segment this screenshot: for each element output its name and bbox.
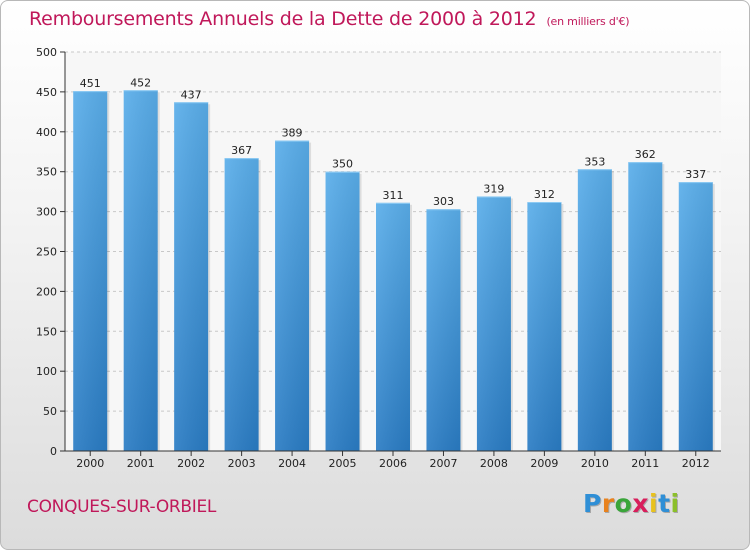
- x-tick-label: 2004: [278, 457, 306, 470]
- logo-letter: o: [614, 489, 633, 518]
- data-label: 303: [433, 195, 454, 208]
- bar-shade: [426, 209, 461, 451]
- y-tick-label: 350: [36, 166, 57, 179]
- bar-shade: [527, 202, 562, 451]
- bar-shade: [224, 158, 259, 451]
- y-tick-label: 300: [36, 206, 57, 219]
- chart-title-text: Remboursements Annuels de la Dette de 20…: [29, 8, 537, 30]
- x-tick-label: 2010: [581, 457, 609, 470]
- x-tick-label: 2009: [530, 457, 558, 470]
- bar-shade: [476, 196, 511, 451]
- y-tick-label: 400: [36, 126, 57, 139]
- proxiti-logo[interactable]: Proxiti: [583, 489, 680, 518]
- bar-shade: [275, 140, 310, 451]
- y-tick-label: 200: [36, 285, 57, 298]
- bar-shade: [577, 169, 612, 451]
- x-tick-label: 2003: [228, 457, 256, 470]
- x-tick-label: 2007: [429, 457, 457, 470]
- bar-shade: [174, 102, 209, 452]
- bar-shade: [325, 171, 360, 451]
- y-tick-label: 150: [36, 325, 57, 338]
- data-label: 353: [584, 155, 605, 168]
- y-tick-label: 450: [36, 86, 57, 99]
- x-tick-label: 2001: [127, 457, 155, 470]
- data-label: 452: [130, 76, 151, 89]
- data-label: 311: [383, 189, 404, 202]
- bar-shade: [73, 91, 108, 452]
- y-tick-label: 0: [50, 445, 57, 458]
- bar-shade: [628, 162, 663, 451]
- x-tick-label: 2008: [480, 457, 508, 470]
- y-tick-label: 250: [36, 246, 57, 259]
- data-label: 362: [635, 148, 656, 161]
- logo-letter: i: [670, 489, 680, 518]
- bar-shade: [123, 90, 158, 451]
- bars: 451 452 437 367 389 350 311 303 319 312 353 362 337: [73, 76, 715, 452]
- data-label: 319: [483, 182, 504, 195]
- logo-letter: x: [632, 489, 649, 518]
- y-tick-label: 500: [36, 46, 57, 59]
- x-tick-label: 2000: [76, 457, 104, 470]
- data-label: 389: [282, 127, 303, 140]
- logo-letter: r: [601, 489, 615, 518]
- chart-subtitle: (en milliers d'€): [546, 15, 630, 28]
- x-tick-label: 2002: [177, 457, 205, 470]
- data-label: 312: [534, 188, 555, 201]
- data-label: 337: [685, 168, 706, 181]
- city-name: CONQUES-SUR-ORBIEL: [27, 497, 217, 517]
- bar-shade: [678, 182, 713, 451]
- data-label: 451: [80, 77, 101, 90]
- y-tick-label: 50: [43, 405, 57, 418]
- bar-shade: [376, 202, 410, 451]
- axes: 0 50 100 150 200 250 300 350 400 450 500 2000 2001 20…: [36, 46, 721, 470]
- y-tick-label: 100: [36, 365, 57, 378]
- x-tick-label: 2005: [329, 457, 357, 470]
- x-tick-label: 2011: [631, 457, 659, 470]
- logo-letter: t: [658, 489, 671, 518]
- data-label: 437: [181, 88, 202, 101]
- x-tick-label: 2012: [682, 457, 710, 470]
- x-tick-label: 2006: [379, 457, 407, 470]
- logo-letter: P: [583, 489, 602, 518]
- logo-letter: i: [649, 489, 659, 518]
- chart-title: Remboursements Annuels de la Dette de 20…: [29, 8, 630, 30]
- data-label: 350: [332, 158, 353, 171]
- data-label: 367: [231, 144, 252, 157]
